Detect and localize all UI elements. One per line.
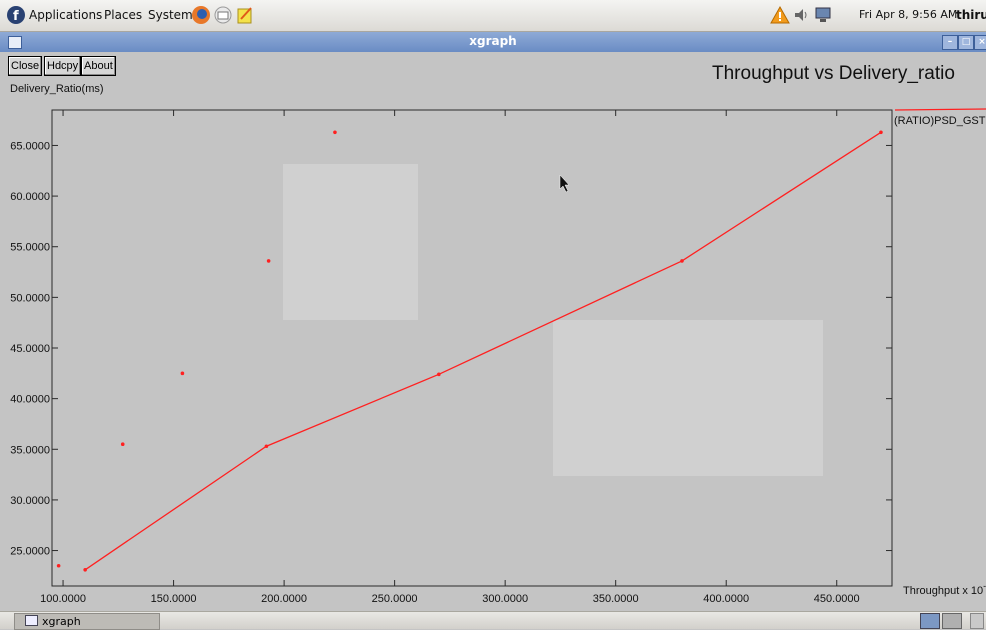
x-axis-label: Throughput x 10-3 (903, 581, 986, 597)
data-point (879, 130, 883, 135)
x-tick-label: 150.0000 (151, 593, 197, 605)
data-point (266, 259, 271, 263)
legend-series-label: (RATIO)PSD_GSTE (894, 115, 986, 127)
hdcpy-button[interactable]: Hdcpy (44, 56, 82, 76)
data-point (437, 372, 441, 377)
workspace-switcher-1[interactable] (920, 613, 940, 629)
x-tick-label: 100.0000 (40, 593, 86, 605)
overlay-box (553, 320, 823, 476)
y-tick-label: 60.0000 (10, 191, 50, 203)
y-tick-label: 50.0000 (10, 292, 50, 304)
data-point (333, 130, 337, 135)
maximize-button[interactable]: □ (958, 35, 974, 50)
x-tick-label: 400.0000 (703, 593, 749, 605)
x-tick-label: 350.0000 (593, 593, 639, 605)
window-title: xgraph (469, 34, 517, 48)
x-tick-label: 300.0000 (482, 593, 528, 605)
y-tick-label: 55.0000 (10, 242, 50, 254)
clock[interactable]: Fri Apr 8, 9:56 AM (859, 8, 958, 21)
applications-menu[interactable]: Applications (29, 8, 103, 22)
taskbar-label: xgraph (42, 615, 81, 628)
chart-title: Throughput vs Delivery_ratio (712, 63, 955, 84)
system-menu[interactable]: System (148, 8, 193, 22)
taskbar-xgraph-button[interactable]: xgraph (14, 613, 160, 630)
places-menu[interactable]: Places (104, 8, 143, 22)
window-icon (25, 615, 38, 626)
user-name[interactable]: thiru (956, 8, 986, 22)
workspace-switcher-2[interactable] (942, 613, 962, 629)
bottom-panel: xgraph (0, 611, 986, 630)
svg-text:f: f (13, 9, 19, 24)
legend-line (894, 108, 986, 111)
data-point (56, 563, 61, 568)
plot-area: 100.0000 150.0000 200.0000 250.0000 300.0000… (10, 108, 986, 605)
data-point (120, 442, 125, 447)
x-tick-label: 450.0000 (814, 593, 860, 605)
data-point (180, 371, 185, 376)
fedora-logo-icon[interactable]: f (6, 5, 26, 25)
data-point (83, 567, 87, 572)
close-button[interactable]: Close (8, 56, 43, 76)
volume-icon[interactable] (792, 5, 812, 25)
network-icon[interactable] (813, 5, 833, 25)
data-point (680, 259, 684, 263)
minimize-button[interactable]: – (942, 35, 958, 50)
x-tick-label: 250.0000 (372, 593, 418, 605)
top-panel: f Applications Places System Fri Apr 8, … (0, 0, 986, 32)
notes-icon[interactable] (235, 5, 255, 25)
y-tick-label: 65.0000 (10, 140, 50, 152)
overlay-box (283, 164, 418, 320)
x-tick-label: 200.0000 (261, 593, 307, 605)
trash-icon[interactable] (970, 613, 984, 629)
about-button[interactable]: About (81, 56, 116, 76)
window-titlebar[interactable]: xgraph – □ × (0, 32, 986, 52)
close-window-button[interactable]: × (974, 35, 986, 50)
y-tick-label: 35.0000 (10, 444, 50, 456)
mouse-pointer-icon (559, 174, 570, 193)
window-menu-icon[interactable] (8, 36, 22, 49)
xgraph-window: 100.0000 150.0000 200.0000 250.0000 300.0000… (0, 53, 986, 611)
y-tick-label: 30.0000 (10, 495, 50, 507)
warning-icon[interactable] (770, 5, 790, 25)
firefox-icon[interactable] (191, 5, 211, 25)
y-tick-label: 45.0000 (10, 343, 50, 355)
y-tick-label: 40.0000 (10, 394, 50, 406)
y-tick-label: 25.0000 (10, 546, 50, 558)
mail-icon[interactable] (213, 5, 233, 25)
data-point (264, 444, 269, 449)
y-axis-label: Delivery_Ratio(ms) (10, 83, 104, 95)
